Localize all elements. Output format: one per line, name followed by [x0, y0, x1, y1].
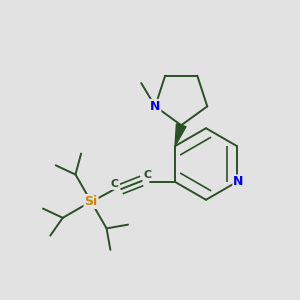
Polygon shape — [175, 124, 186, 146]
Text: C: C — [144, 170, 152, 180]
Text: N: N — [150, 100, 160, 113]
Text: C: C — [111, 179, 119, 189]
Text: Si: Si — [85, 195, 98, 208]
Text: N: N — [233, 176, 244, 188]
